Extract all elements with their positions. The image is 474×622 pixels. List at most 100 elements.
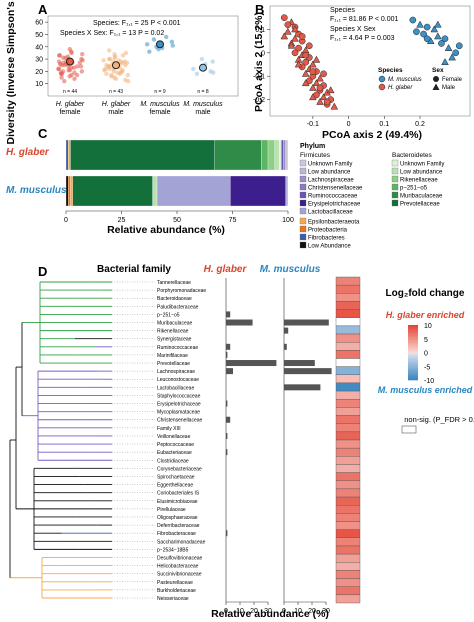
panel-d-log2fc-cell [335,399,361,408]
panel-c-stacked-segment [68,175,71,207]
panel-b-annotation-interaction: Species X Sex [330,26,376,33]
panel-d-colorbar-tick: 10 [424,323,432,330]
panel-a-chart: Diversity (Inverse Simpson's Index) Spec… [5,0,239,144]
panel-a-data-point [125,72,131,78]
panel-d-family-label: Elusimicrobiaceae [157,499,198,505]
panel-a-data-point [151,37,157,42]
panel-d-family-label: Family XIII [157,426,181,432]
panel-b-data-point [434,20,442,28]
panel-d-family-labels: Tannerellaceae Porphyromonadaceae Bacteroi… [112,280,206,602]
panel-a-n-label: n = 8 [197,89,208,95]
panel-d-log2fc-cell [335,496,361,506]
panel-d-colorbar-step [408,356,418,359]
panel-d-legend-nonsig-swatch [401,425,417,434]
panel-c-stacked-segment [65,175,69,207]
panel-d-abundance-bar [226,311,231,318]
panel-d-xtick-label: 30 [322,608,330,615]
panel-c-stacked-segment [267,139,275,171]
panel-a-group-sex-label: male [108,109,123,116]
panel-a-n-label: n = 9 [154,89,165,95]
panel-b-plot-frame [269,5,471,117]
panel-d-chart: Bacterial family H. glaber M. musculus T… [9,264,474,620]
panel-d-log2fc-cell [335,521,361,530]
panel-c-legend-label: p−251−o5 [400,186,428,192]
panel-d-abundance-bar [284,343,287,350]
panel-a-data-point [147,49,152,54]
panel-b-data-point [441,35,449,43]
panel-b-data-point [301,79,310,87]
panel-a-group-sex-label: male [195,109,210,116]
panel-d-xlabel: Relative abundance (%) [211,608,329,620]
panel-d-log2fc-cell [335,350,361,359]
panel-d-log2fc-cell [335,390,361,400]
panel-a-data-point [102,67,107,73]
panel-b-data-point [438,40,445,47]
panel-b-data-point [423,35,431,43]
panel-d-legend: Log₂fold change H. glaber enriched M. mu… [378,288,474,434]
panel-b-ylabel: PCoA axis 2 (15.2%) [253,12,265,112]
panel-a-group-mean [199,63,207,72]
panel-b-legend-sex-title: Sex [432,67,444,74]
panel-a-data-point [210,59,215,64]
panel-b-legend-female-swatch [433,76,439,82]
panel-d-colorbar-step [408,331,418,334]
panel-d-colorbar-step [408,360,418,363]
panel-c-stacked-segment [152,175,158,207]
panel-d-colorbar-tick: -5 [424,364,430,371]
panel-d-family-label: Ruminococcaceae [157,345,198,351]
panel-b-legend-glaber-label: H. glaber [388,85,413,91]
panel-a-data-point [169,39,175,45]
panel-d-colorbar-step [408,338,418,341]
panel-a-data-point [101,58,106,63]
panel-b-xtick-label: 0.2 [415,121,425,128]
panel-d-colorbar-step [408,363,418,366]
panel-d-log2fc-cell [335,431,361,441]
panel-d-colorbar-step [408,364,418,367]
panel-a-group-label: H. glaber [56,101,85,108]
panel-c-stacked-segment [68,139,71,171]
panel-d-log2fc-cell [335,570,361,579]
panel-a-data-point [80,58,85,63]
panel-c-legend-swatch [391,167,399,175]
panel-b-data-point [448,53,456,61]
panel-d-legend-top-label: H. glaber enriched [386,310,465,320]
panel-c-legend-swatch [299,175,307,183]
panel-d-family-label: Porphyromonadaceae [157,288,206,294]
panel-c-stacked-segment [285,139,289,171]
panel-b-data-point [312,79,321,87]
panel-b-ytick-label: 0.1 [255,27,265,34]
panel-d-colorbar-tick: -10 [424,378,434,385]
panel-d-colorbar-step [408,345,418,348]
panel-d-log2fc-cell [335,284,361,294]
panel-d-colorbar-step [408,329,418,331]
panel-d-family-label: Burkholderiaceae [157,588,196,594]
panel-a-data-point [118,59,124,64]
panel-d-colorbar-step [408,347,418,349]
panel-c-legend-label: Rikenellaceae [400,178,438,184]
panel-d-log2fc-cell [335,415,361,424]
panel-d-log2fc-cell [335,301,361,310]
panel-d-abundance-bar [226,432,228,439]
panel-d-colorbar-step [408,334,418,337]
panel-d-log2fc-cell [335,366,361,375]
panel-b-data-point [294,60,303,68]
panel-b-data-point [320,70,327,78]
panel-a-data-point [123,50,129,56]
panel-b-data-point [291,25,299,33]
panel-c-legend-label: Muribaculaceae [400,194,443,200]
panel-d-legend-title: Log₂fold change [386,288,465,299]
panel-a-ytick-label: 60 [35,20,43,27]
panel-b-annotation-species-stat: F₁,₁ = 81.86 P < 0.001 [330,16,399,23]
panel-c-legend-swatch [299,167,307,175]
panel-b-legend-species-title: Species [378,67,403,74]
panel-a-data-point [120,53,126,58]
panel-a-ytick-label: 30 [35,57,43,64]
panel-d-colorbar-step [408,362,418,364]
panel-c-xlabel: Relative abundance (%) [107,224,225,236]
panel-d-log2fc-cell [335,578,361,587]
panel-b-data-point [280,32,289,40]
panel-a-data-point [107,56,113,62]
panel-a-group-mean [112,61,120,70]
panel-c-stacked-segment [281,139,284,171]
